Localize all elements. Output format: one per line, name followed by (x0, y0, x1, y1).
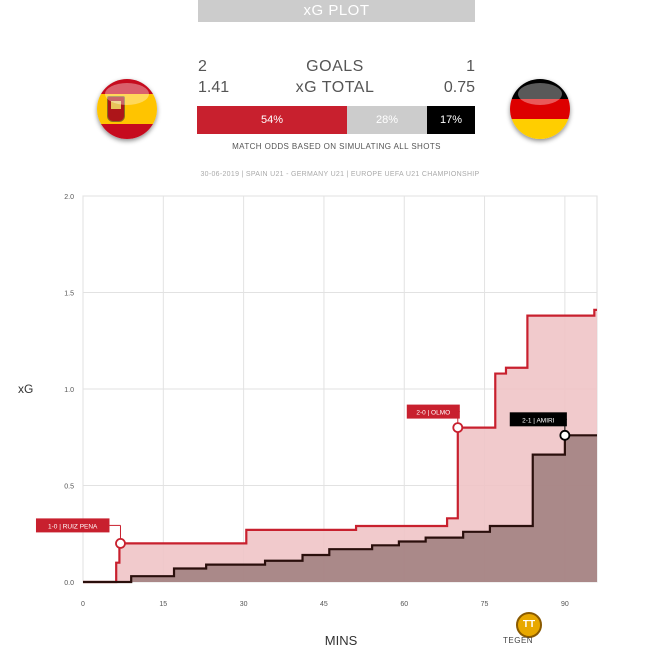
goal-marker (452, 422, 464, 434)
odds-note: MATCH ODDS BASED ON SIMULATING ALL SHOTS (232, 142, 441, 151)
goal-label-box (35, 518, 110, 533)
match-info: 30-06-2019 | SPAIN U21 - GERMANY U21 | E… (200, 171, 480, 178)
match-odds-bar: 54% 28% 17% (197, 106, 475, 134)
y-tick-label: 0.5 (64, 484, 74, 491)
goals-label: GOALS (306, 58, 364, 75)
draw-odds: 28% (347, 106, 427, 134)
goal-marker (115, 538, 126, 549)
x-tick-label: 15 (159, 601, 167, 608)
goal-label-box (406, 404, 460, 419)
home-win-odds: 54% (197, 106, 347, 134)
x-tick-label: 30 (240, 601, 248, 608)
x-tick-label: 75 (481, 601, 489, 608)
y-tick-label: 1.5 (64, 291, 74, 298)
away-xg-total: 0.75 (443, 79, 475, 96)
home-xg-area (83, 309, 597, 582)
xg-total-label: xG TOTAL (295, 79, 375, 96)
away-win-odds: 17% (427, 106, 475, 134)
away-xg-line (83, 434, 597, 584)
germany-flag-icon (510, 79, 570, 139)
home-goals: 2 (198, 58, 207, 75)
x-tick-label: 45 (320, 601, 328, 608)
tegen-logo-icon: TT (516, 612, 542, 638)
away-goals: 1 (466, 58, 475, 75)
goal-label: 2-1 | AMIRI (522, 417, 555, 424)
y-axis-label: xG (18, 382, 33, 396)
tegen-watermark: TT TEGEN (503, 612, 563, 646)
goal-label-box (509, 412, 567, 427)
y-tick-label: 2.0 (64, 194, 74, 201)
home-xg-total: 1.41 (198, 79, 230, 96)
x-tick-label: 90 (561, 601, 569, 608)
home-xg-line (83, 308, 597, 584)
goal-marker (559, 429, 571, 441)
y-tick-label: 1.0 (64, 387, 74, 394)
goal-label: 2-0 | OLMO (416, 410, 450, 417)
chart-title: xG PLOT (198, 0, 475, 22)
watermark-text: TEGEN (503, 636, 534, 645)
goal-label: 1-0 | RUIZ PENA (48, 523, 98, 530)
x-tick-label: 0 (81, 601, 85, 608)
away-xg-area (83, 435, 597, 582)
y-tick-label: 0.0 (64, 580, 74, 587)
x-axis-label: MINS (325, 633, 358, 648)
x-tick-label: 60 (400, 601, 408, 608)
spain-flag-icon (97, 79, 157, 139)
